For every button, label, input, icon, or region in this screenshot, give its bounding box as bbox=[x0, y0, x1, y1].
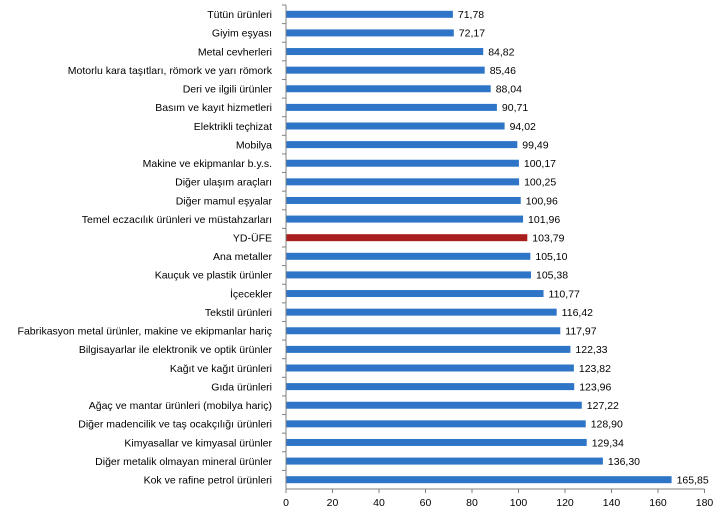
value-label: 129,34 bbox=[592, 437, 624, 449]
category-label: Diğer madencilik ve taş ocakçılığı ürünl… bbox=[78, 419, 272, 431]
category-label: Makine ve ekipmanlar b.y.s. bbox=[143, 158, 272, 170]
bar bbox=[286, 383, 575, 391]
axes-group: 0 20 40 60 80 100 120 140 160 180 bbox=[282, 4, 714, 509]
value-label: 123,82 bbox=[579, 363, 611, 375]
value-tick-label: 180 bbox=[696, 497, 714, 509]
value-label: 123,96 bbox=[579, 381, 611, 393]
bar bbox=[286, 196, 521, 204]
bars-group: Tütün ürünleri 71,78 Giyim eşyası 72,17 Meta… bbox=[18, 9, 709, 486]
value-label: 103,79 bbox=[532, 232, 564, 244]
bar bbox=[286, 401, 582, 409]
value-label: 165,85 bbox=[677, 474, 709, 486]
bar bbox=[286, 122, 505, 130]
category-label: Diğer mamul eşyalar bbox=[176, 195, 273, 207]
bar bbox=[286, 345, 571, 353]
value-label: 72,17 bbox=[459, 28, 485, 40]
value-label: 85,46 bbox=[490, 65, 516, 77]
bar bbox=[286, 420, 586, 428]
bar bbox=[286, 29, 454, 37]
value-tick-label: 140 bbox=[603, 497, 621, 509]
value-tick-label: 60 bbox=[420, 497, 432, 509]
category-label: Gıda ürünleri bbox=[211, 381, 272, 393]
value-label: 90,71 bbox=[502, 102, 528, 114]
bar bbox=[286, 476, 672, 484]
category-label: Tütün ürünleri bbox=[207, 9, 272, 21]
value-tick-label: 100 bbox=[510, 497, 528, 509]
value-label: 84,82 bbox=[488, 46, 514, 58]
value-label: 105,38 bbox=[536, 270, 568, 282]
bar bbox=[286, 438, 587, 446]
category-label: YD-ÜFE bbox=[233, 232, 272, 244]
bar bbox=[286, 10, 453, 18]
category-label: Kimyasallar ve kimyasal ürünler bbox=[124, 437, 272, 449]
value-label: 117,97 bbox=[565, 326, 596, 338]
category-label: İçecekler bbox=[230, 287, 273, 300]
value-label: 128,90 bbox=[591, 419, 623, 431]
bar bbox=[286, 178, 520, 186]
value-label: 100,96 bbox=[526, 195, 558, 207]
value-label: 88,04 bbox=[496, 84, 522, 96]
value-label: 99,49 bbox=[522, 139, 548, 151]
category-label: Elektrikli teçhizat bbox=[194, 121, 272, 133]
bar bbox=[286, 271, 532, 279]
category-label: Temel eczacılık ürünleri ve müstahzarlar… bbox=[82, 214, 272, 226]
value-label: 100,17 bbox=[524, 158, 556, 170]
category-label: Metal cevherleri bbox=[198, 46, 272, 58]
bar bbox=[286, 215, 524, 223]
value-label: 116,42 bbox=[562, 307, 593, 319]
category-label: Kağıt ve kağıt ürünleri bbox=[170, 363, 272, 375]
value-tick-label: 40 bbox=[373, 497, 385, 509]
value-label: 71,78 bbox=[458, 9, 484, 21]
value-tick-label: 160 bbox=[649, 497, 667, 509]
value-label: 105,10 bbox=[535, 251, 567, 263]
value-label: 136,30 bbox=[608, 456, 640, 468]
bar bbox=[286, 364, 574, 372]
bar bbox=[286, 327, 561, 335]
category-label: Ana metaller bbox=[213, 251, 272, 263]
bar bbox=[286, 159, 519, 167]
category-label: Mobilya bbox=[236, 139, 272, 151]
bar bbox=[286, 141, 518, 149]
value-tick-label: 20 bbox=[327, 497, 339, 509]
category-label: Kok ve rafine petrol ürünleri bbox=[144, 474, 272, 486]
category-label: Tekstil ürünleri bbox=[205, 307, 272, 319]
category-label: Kauçuk ve plastik ürünler bbox=[155, 270, 273, 282]
category-label: Diğer metalik olmayan mineral ürünler bbox=[95, 456, 272, 468]
category-label: Basım ve kayıt hizmetleri bbox=[155, 102, 272, 114]
category-label: Motorlu kara taşıtları, römork ve yarı r… bbox=[68, 65, 273, 77]
bar bbox=[286, 308, 557, 316]
value-tick-label: 0 bbox=[283, 497, 289, 509]
value-label: 100,25 bbox=[524, 177, 556, 189]
category-label: Bilgisayarlar ile elektronik ve optik ür… bbox=[79, 344, 273, 356]
bar bbox=[286, 457, 603, 465]
bar bbox=[286, 66, 485, 74]
value-tick-label: 80 bbox=[466, 497, 478, 509]
value-label: 122,33 bbox=[575, 344, 607, 356]
category-label: Diğer ulaşım araçları bbox=[175, 177, 272, 189]
value-label: 94,02 bbox=[510, 121, 536, 133]
bar bbox=[286, 48, 484, 56]
bar bbox=[286, 252, 531, 260]
category-label: Ağaç ve mantar ürünleri (mobilya hariç) bbox=[89, 400, 272, 412]
category-label: Fabrikasyon metal ürünler, makine ve eki… bbox=[18, 326, 272, 338]
value-label: 110,77 bbox=[549, 288, 580, 300]
value-tick-label: 120 bbox=[556, 497, 574, 509]
bar bbox=[286, 85, 491, 93]
category-label: Giyim eşyası bbox=[212, 28, 272, 40]
value-label: 127,22 bbox=[587, 400, 619, 412]
bar bbox=[286, 103, 497, 111]
bar bbox=[286, 234, 528, 242]
bar bbox=[286, 290, 544, 298]
category-label: Deri ve ilgili ürünler bbox=[183, 84, 273, 96]
value-label: 101,96 bbox=[528, 214, 560, 226]
